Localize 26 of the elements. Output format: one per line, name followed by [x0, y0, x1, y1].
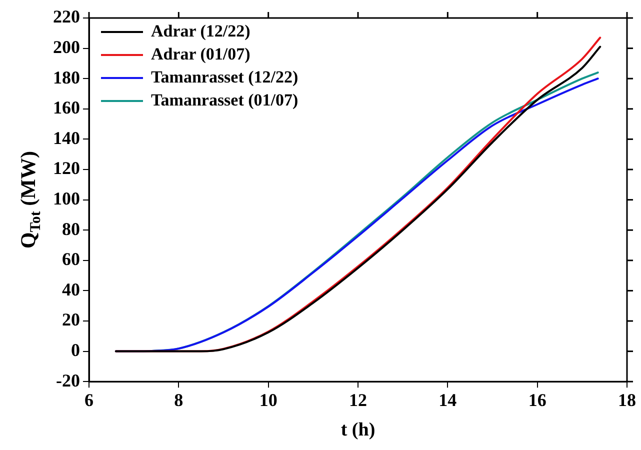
- y-tick-label: 180: [53, 67, 80, 88]
- legend-label: Adrar (01/07): [151, 44, 250, 64]
- x-tick-label: 18: [618, 390, 636, 410]
- x-tick-label: 8: [174, 390, 184, 410]
- y-tick-label: 20: [62, 310, 80, 330]
- x-axis-title: t (h): [340, 420, 376, 441]
- x-tick-label: 14: [438, 390, 457, 410]
- y-axis-title: QTot (MW): [16, 151, 44, 249]
- y-tick-label: -20: [56, 370, 80, 390]
- y-tick-label: 140: [53, 128, 80, 148]
- x-tick-label: 6: [84, 390, 94, 410]
- y-tick-label: 120: [53, 158, 80, 178]
- legend-label: Tamanrasset (12/22): [151, 67, 298, 86]
- legend-label: Adrar (12/22): [151, 21, 250, 40]
- x-tick-label: 12: [349, 390, 367, 410]
- y-tick-label: 0: [71, 340, 80, 360]
- x-tick-label: 16: [528, 390, 546, 410]
- y-tick-label: 60: [62, 249, 80, 270]
- x-tick-label: 10: [259, 390, 278, 410]
- y-tick-label: 160: [53, 98, 80, 118]
- y-tick-label: 100: [53, 188, 80, 208]
- y-tick-label: 80: [62, 218, 80, 239]
- y-tick-label: 40: [62, 279, 80, 300]
- y-tick-label: 220: [53, 6, 80, 27]
- y-tick-label: 200: [53, 36, 80, 57]
- legend-label: Tamanrasset (01/07): [151, 90, 298, 110]
